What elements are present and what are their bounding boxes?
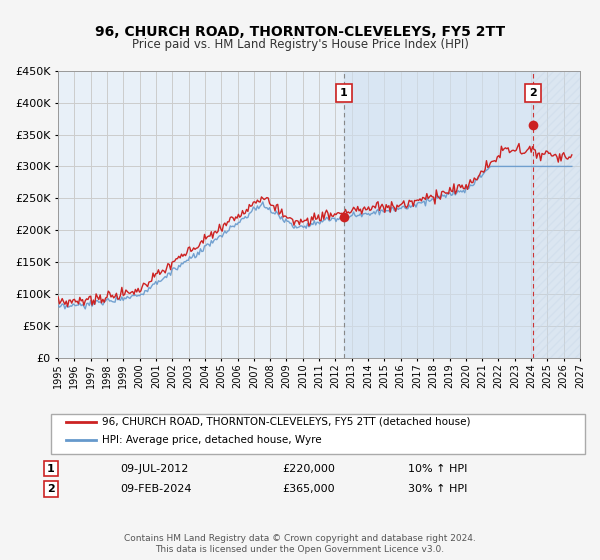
Text: 96, CHURCH ROAD, THORNTON-CLEVELEYS, FY5 2TT: 96, CHURCH ROAD, THORNTON-CLEVELEYS, FY5… [95, 25, 505, 39]
Text: Contains HM Land Registry data © Crown copyright and database right 2024.
This d: Contains HM Land Registry data © Crown c… [124, 534, 476, 554]
Text: 09-FEB-2024: 09-FEB-2024 [120, 484, 191, 494]
Text: Price paid vs. HM Land Registry's House Price Index (HPI): Price paid vs. HM Land Registry's House … [131, 38, 469, 51]
Bar [533, 71, 580, 358]
Text: 96, CHURCH ROAD, THORNTON-CLEVELEYS, FY5 2TT (detached house): 96, CHURCH ROAD, THORNTON-CLEVELEYS, FY5… [102, 417, 470, 427]
Text: 09-JUL-2012: 09-JUL-2012 [120, 464, 188, 474]
Text: £365,000: £365,000 [282, 484, 335, 494]
Text: 10% ↑ HPI: 10% ↑ HPI [408, 464, 467, 474]
Text: 1: 1 [340, 88, 348, 98]
Text: 2: 2 [47, 484, 55, 494]
Text: HPI: Average price, detached house, Wyre: HPI: Average price, detached house, Wyre [102, 435, 322, 445]
Text: 2: 2 [529, 88, 537, 98]
Bar [344, 71, 533, 358]
Text: 1: 1 [47, 464, 55, 474]
Text: £220,000: £220,000 [282, 464, 335, 474]
Text: 30% ↑ HPI: 30% ↑ HPI [408, 484, 467, 494]
